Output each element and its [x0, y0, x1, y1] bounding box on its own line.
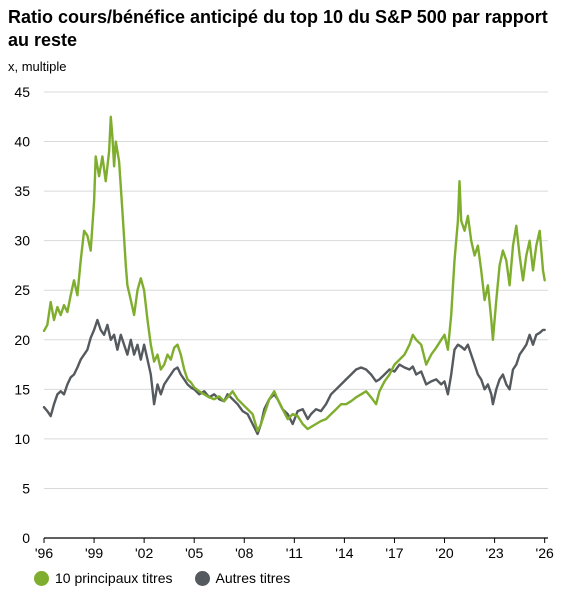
y-tick-label: 10 — [14, 431, 30, 447]
legend-label-top10: 10 principaux titres — [55, 570, 173, 586]
legend-item-others: Autres titres — [194, 570, 291, 586]
y-tick-label: 40 — [14, 134, 30, 150]
y-tick-label: 30 — [14, 233, 30, 249]
x-tick-label: '17 — [385, 545, 403, 561]
x-tick-label: '14 — [335, 545, 353, 561]
x-tick-label: '26 — [536, 545, 554, 561]
x-tick-label: '20 — [435, 545, 453, 561]
chart-subtitle: x, multiple — [8, 59, 67, 74]
y-tick-label: 15 — [14, 381, 30, 397]
y-tick-label: 25 — [14, 282, 30, 298]
legend-label-others: Autres titres — [215, 570, 291, 586]
y-tick-label: 20 — [14, 332, 30, 348]
x-tick-label: '11 — [286, 545, 303, 561]
legend-swatch-top10 — [34, 570, 49, 586]
legend-swatch-others — [194, 570, 210, 586]
legend-item-top10: 10 principaux titres — [34, 570, 173, 586]
chart-legend: 10 principaux titres Autres titres — [34, 570, 312, 586]
x-tick-label: '96 — [35, 545, 53, 561]
chart-title: Ratio cours/bénéfice anticipé du top 10 … — [8, 7, 548, 50]
x-tick-label: '08 — [235, 545, 253, 561]
x-tick-label: '23 — [485, 545, 503, 561]
y-tick-label: 5 — [22, 480, 30, 496]
x-tick-label: '02 — [135, 545, 153, 561]
series-line-top10 — [42, 115, 546, 433]
y-tick-label: 35 — [14, 183, 30, 199]
x-tick-label: '99 — [85, 545, 103, 561]
series-line-others — [42, 318, 546, 436]
y-tick-label: 0 — [22, 530, 30, 546]
line-chart: 0 5 10 15 20 25 30 35 40 45 '96 '99 '02 '05 '08 '11 '14 '… — [14, 84, 554, 561]
x-tick-label: '05 — [185, 545, 203, 561]
y-tick-label: 45 — [14, 84, 30, 100]
